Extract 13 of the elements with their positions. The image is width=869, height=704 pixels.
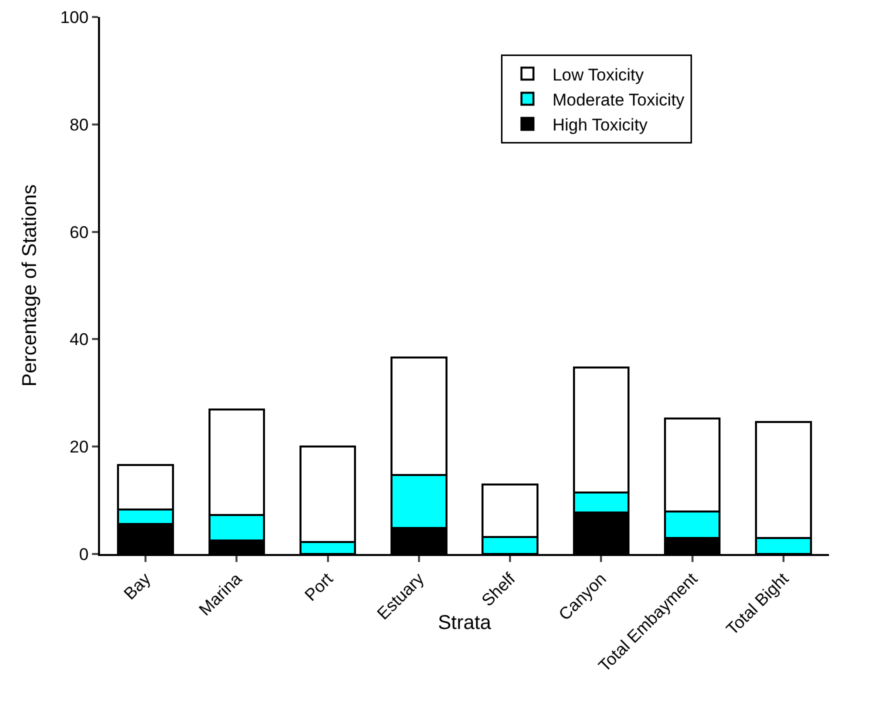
x-tick-label: Bay (120, 568, 155, 604)
x-axis-title: Strata (438, 612, 492, 634)
y-tick-label: 100 (60, 8, 89, 27)
legend-label: Moderate Toxicity (552, 90, 685, 110)
y-axis-title: Percentage of Stations (19, 184, 42, 387)
y-tick-label: 60 (70, 222, 89, 242)
legend-label: Low Toxicity (552, 65, 644, 84)
y-tick-label: 80 (70, 115, 89, 134)
y-tick-label: 0 (79, 544, 89, 564)
y-tick-label: 40 (70, 330, 89, 350)
y-tick-label: 20 (70, 438, 89, 457)
legend-label: High Toxicity (552, 115, 648, 134)
x-tick-label: Port (301, 569, 337, 605)
